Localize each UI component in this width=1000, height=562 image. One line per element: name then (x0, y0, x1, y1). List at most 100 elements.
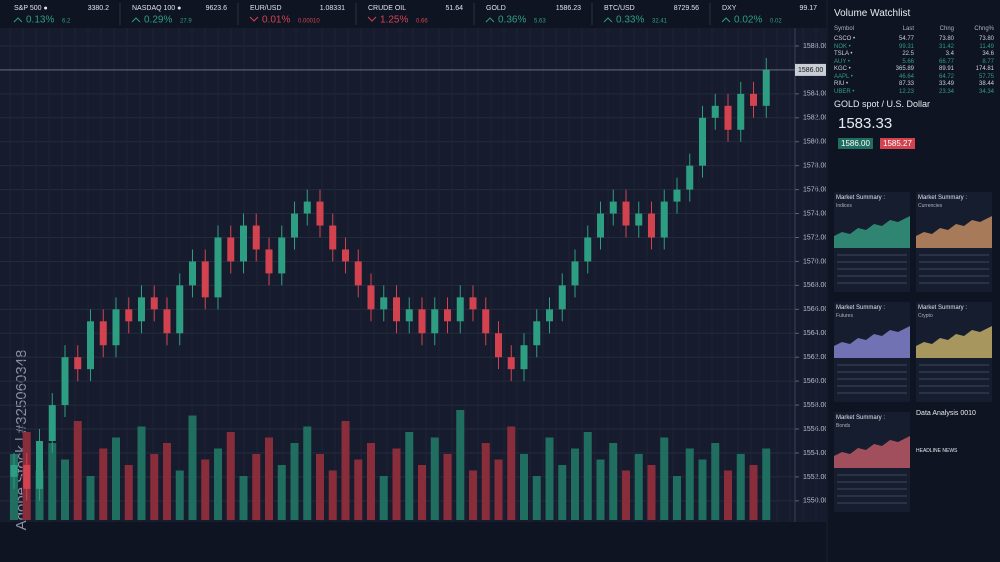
ticker-name: S&P 500 ● (14, 5, 48, 12)
card-line (837, 392, 907, 394)
card-title: Currencies (918, 203, 943, 209)
candle-body (418, 309, 426, 334)
ticker-chg: 0.66 (416, 19, 428, 25)
candle-body (546, 309, 553, 322)
candle-body (367, 285, 375, 310)
candle-body (444, 309, 451, 322)
card-line (919, 378, 989, 380)
candle-body (99, 321, 107, 346)
cell: 73.80 (978, 36, 994, 42)
cell: 89.91 (938, 66, 954, 72)
summary-card: Market Summary : Bonds (834, 412, 910, 512)
candle-body (558, 285, 566, 310)
watchlist-row: CSCO • 54.77 73.80 73.80 (834, 36, 994, 44)
card-chart (916, 326, 992, 358)
volume-bar (685, 448, 694, 520)
candle-body (380, 297, 388, 310)
card-line (837, 495, 907, 497)
y-tick-label: 1578.00 (803, 163, 826, 170)
card-heading: Market Summary : (836, 415, 886, 421)
ticker-pct: 0.29% (144, 15, 172, 26)
candle-body (507, 357, 515, 370)
ticker-arrow (367, 16, 377, 22)
cell: 34.34 (978, 88, 994, 95)
volume-bar (265, 437, 273, 520)
y-tick-label: 1554.00 (803, 450, 826, 457)
volume-bar (112, 437, 120, 520)
card-line (837, 488, 907, 490)
candle-body (711, 105, 719, 118)
ticker-chg: 6.2 (62, 19, 71, 25)
cell: 73.80 (938, 36, 954, 42)
card-line (837, 261, 907, 263)
volume-bar (520, 454, 528, 520)
watchlist-row: RIU • 87.33 33.49 38.44 (834, 81, 994, 89)
volume-bar (61, 459, 69, 520)
candle-body (762, 69, 770, 106)
card-line (919, 364, 989, 366)
summary-card: Market Summary : Crypto (916, 302, 992, 402)
volume-bar (634, 454, 643, 520)
cell: 174.81 (975, 66, 994, 72)
candle-body (660, 201, 668, 238)
candle-body (635, 213, 643, 226)
volume-bar (443, 454, 452, 520)
y-tick-label: 1584.00 (803, 91, 826, 98)
candle-body (138, 297, 145, 322)
ticker-name: EUR/USD (250, 5, 282, 12)
ticker-bar (0, 0, 826, 28)
ticker-pct: 1.25% (380, 15, 408, 26)
watchlist-row: TSLA • 22.5 3.4 34.6 (834, 51, 994, 59)
volume-bar (341, 421, 350, 520)
candle-body (278, 237, 286, 274)
candle-body (329, 225, 337, 250)
cell: 11.49 (979, 43, 994, 50)
card-line (837, 254, 907, 256)
ticker-arrow (13, 17, 23, 23)
volume-bar (379, 476, 388, 520)
cell: CSCO • (834, 36, 856, 42)
card-heading: Market Summary : (918, 195, 968, 201)
ticker-pct: 0.36% (498, 15, 526, 26)
y-tick-label: 1558.00 (803, 402, 826, 409)
card-line (919, 254, 989, 256)
candle-body (431, 309, 439, 334)
candle-body (750, 93, 757, 106)
cell: 66.77 (938, 58, 954, 65)
candle-body (673, 189, 681, 202)
ticker-name: NASDAQ 100 ● (132, 5, 181, 12)
volume-bar (137, 426, 146, 520)
candle-body (10, 464, 18, 477)
y-tick-label: 1562.00 (803, 354, 826, 361)
cell: 31.42 (938, 43, 954, 50)
card-area (834, 326, 910, 358)
card-chart (834, 216, 910, 248)
volume-bar (277, 465, 286, 520)
candle-body (405, 309, 413, 322)
volume-bar (73, 421, 82, 520)
volume-bar (545, 437, 554, 520)
cell: 38.44 (978, 81, 994, 87)
card-line (919, 371, 989, 373)
cell: 64.72 (938, 73, 954, 80)
volume-bar (124, 465, 133, 520)
volume-bar (711, 443, 720, 520)
candle-body (354, 261, 362, 286)
volume-bar (303, 426, 312, 520)
cell: 5.66 (902, 58, 914, 65)
y-tick-label: 1574.00 (803, 210, 826, 217)
card-heading: Market Summary : (918, 305, 968, 311)
candle-body (227, 237, 235, 262)
y-tick-label: 1552.00 (803, 474, 826, 481)
gold-price: 1583.33 (838, 115, 893, 132)
volume-bar (392, 448, 401, 520)
y-tick-label: 1550.00 (803, 498, 826, 505)
card-area (834, 216, 910, 248)
volume-bar (456, 410, 465, 520)
y-tick-label: 1568.00 (803, 282, 826, 289)
candle-body (609, 201, 617, 214)
candle-body (482, 309, 490, 334)
candle-body (87, 321, 94, 370)
volume-bar (214, 448, 222, 520)
cell: 12.23 (898, 88, 914, 95)
